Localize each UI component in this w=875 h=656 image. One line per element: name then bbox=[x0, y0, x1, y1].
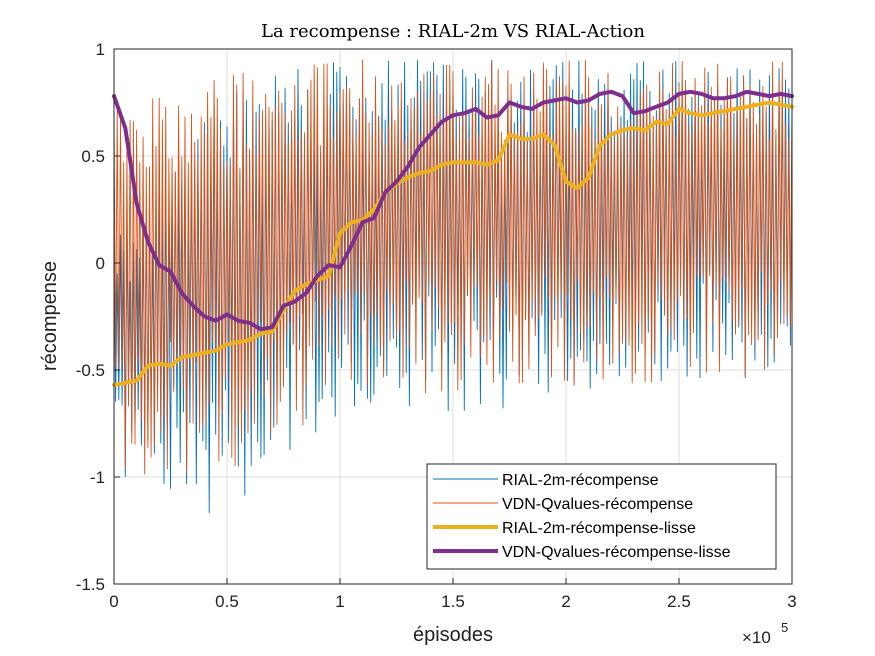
y-axis-label: récompense bbox=[39, 261, 61, 371]
x-tick-label: 1.5 bbox=[441, 592, 465, 611]
legend: RIAL-2m-récompense VDN-Qvalues-récompens… bbox=[426, 463, 777, 570]
legend-label-vdn-qvalues-smooth: VDN-Qvalues-récompense-lisse bbox=[502, 544, 731, 561]
x-tick-label: 3 bbox=[787, 592, 796, 611]
chart-title: La recompense : RIAL-2m VS RIAL-Action bbox=[261, 21, 645, 42]
x-tick-label: 2.5 bbox=[667, 592, 691, 611]
y-tick-label: 1 bbox=[96, 40, 105, 59]
legend-label-rial-2m-smooth: RIAL-2m-récompense-lisse bbox=[502, 520, 696, 537]
x-axis-ticks: 0 0.5 1 1.5 2 2.5 3 bbox=[109, 578, 797, 611]
x-tick-label: 2 bbox=[561, 592, 570, 611]
y-tick-label: 0.5 bbox=[81, 147, 105, 166]
legend-label-vdn-qvalues: VDN-Qvalues-récompense bbox=[502, 496, 693, 513]
smoothed-series-group bbox=[112, 89, 794, 387]
legend-label-rial-2m: RIAL-2m-récompense bbox=[502, 472, 659, 489]
smoothed-series-line-2 bbox=[112, 100, 794, 387]
x-tick-label: 0 bbox=[109, 592, 118, 611]
y-tick-label: -1 bbox=[90, 468, 105, 487]
x-axis-multiplier: ×10 bbox=[742, 628, 771, 647]
x-axis-exponent: ×10 5 bbox=[742, 620, 788, 647]
x-axis-label: épisodes bbox=[413, 624, 493, 646]
x-tick-label: 1 bbox=[335, 592, 344, 611]
smoothed-series-line-3 bbox=[112, 89, 794, 332]
raw-series-group bbox=[113, 59, 793, 514]
y-tick-label: 0 bbox=[96, 254, 105, 273]
y-axis-ticks: -1.5 -1 -0.5 0 0.5 1 bbox=[76, 40, 120, 594]
raw-series-line-1 bbox=[113, 59, 793, 475]
x-tick-label: 0.5 bbox=[215, 592, 239, 611]
y-tick-label: -0.5 bbox=[76, 361, 105, 380]
y-tick-label: -1.5 bbox=[76, 575, 105, 594]
x-axis-exponent-value: 5 bbox=[781, 620, 788, 635]
